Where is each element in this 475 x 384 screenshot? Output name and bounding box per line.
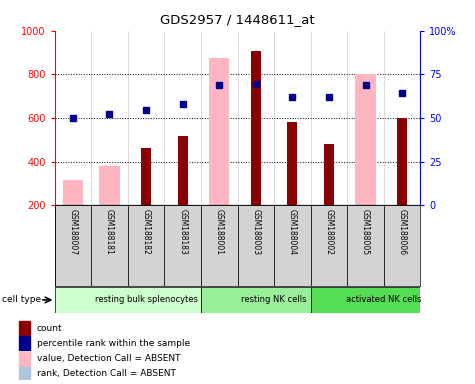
Bar [311,287,420,313]
Bar [355,74,376,205]
Text: GSM188004: GSM188004 [288,210,297,256]
Text: cell type: cell type [2,295,41,305]
Bar [19,336,30,350]
Text: GDS2957 / 1448611_at: GDS2957 / 1448611_at [160,13,315,26]
Bar [178,136,188,205]
Text: GSM188002: GSM188002 [324,210,333,255]
Bar [397,118,407,205]
Text: GSM188183: GSM188183 [178,210,187,255]
Bar [311,205,347,286]
Bar [251,51,261,205]
Bar [19,367,30,381]
Bar [201,287,311,313]
Text: activated NK cells: activated NK cells [346,295,421,305]
Text: GSM188003: GSM188003 [251,210,260,256]
Text: count: count [37,324,63,333]
Text: percentile rank within the sample: percentile rank within the sample [37,339,190,348]
Text: GSM188181: GSM188181 [105,210,114,255]
Bar [209,58,229,205]
Bar [164,205,201,286]
Text: GSM188005: GSM188005 [361,210,370,256]
Bar [201,205,238,286]
Text: GSM188007: GSM188007 [68,210,77,256]
Bar [19,352,30,366]
Bar [347,205,384,286]
Bar [141,147,151,205]
Bar [384,205,420,286]
Text: rank, Detection Call = ABSENT: rank, Detection Call = ABSENT [37,369,176,378]
Bar [91,205,128,286]
Bar [55,287,201,313]
Text: GSM188182: GSM188182 [142,210,151,255]
Bar [19,321,30,335]
Bar [324,144,334,205]
Bar [238,205,274,286]
Text: value, Detection Call = ABSENT: value, Detection Call = ABSENT [37,354,180,363]
Text: resting NK cells: resting NK cells [241,295,307,305]
Bar [128,205,164,286]
Text: GSM188006: GSM188006 [398,210,407,256]
Bar [63,180,83,205]
Text: GSM188001: GSM188001 [215,210,224,255]
Bar [287,122,297,205]
Text: resting bulk splenocytes: resting bulk splenocytes [95,295,198,305]
Bar [99,166,120,205]
Bar [55,205,91,286]
Bar [274,205,311,286]
